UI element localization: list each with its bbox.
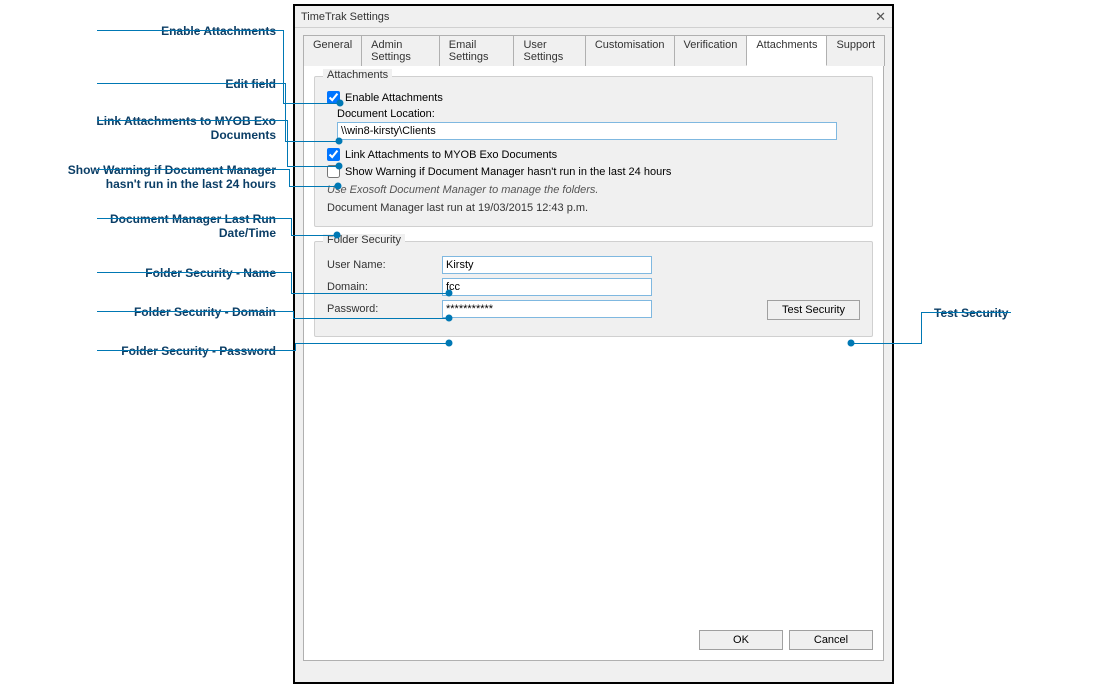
checkbox-link-myob[interactable] <box>327 148 340 161</box>
input-domain[interactable] <box>442 278 652 296</box>
settings-dialog: TimeTrak Settings ✕ General Admin Settin… <box>293 4 894 684</box>
callout-edit-field: Edit field <box>225 77 276 91</box>
button-test-security[interactable]: Test Security <box>767 300 860 320</box>
group-folder-security: Folder Security User Name: Domain: Passw… <box>314 241 873 337</box>
group-attachments: Attachments Enable Attachments Document … <box>314 76 873 227</box>
tab-general[interactable]: General <box>303 35 362 66</box>
input-user-name[interactable] <box>442 256 652 274</box>
label-password: Password: <box>327 303 442 315</box>
callout-link-myob-l1: Link Attachments to MYOB Exo <box>96 114 276 128</box>
titlebar: TimeTrak Settings ✕ <box>295 6 892 28</box>
tab-panel: Attachments Enable Attachments Document … <box>303 66 884 661</box>
callout-show-warning-l1: Show Warning if Document Manager <box>68 163 276 177</box>
callout-fs-name: Folder Security - Name <box>145 266 276 280</box>
callout-last-run-l1: Document Manager Last Run <box>110 212 276 226</box>
label-user-name: User Name: <box>327 259 442 271</box>
dialog-body: General Admin Settings Email Settings Us… <box>295 28 892 661</box>
label-show-warning: Show Warning if Document Manager hasn't … <box>345 166 671 178</box>
window-title: TimeTrak Settings <box>301 6 389 28</box>
tab-verification[interactable]: Verification <box>674 35 748 66</box>
label-link-myob: Link Attachments to MYOB Exo Documents <box>345 149 557 161</box>
tab-support[interactable]: Support <box>826 35 885 66</box>
label-doc-location: Document Location: <box>337 108 860 120</box>
callout-enable-attachments: Enable Attachments <box>161 24 276 38</box>
note-exosoft: Use Exosoft Document Manager to manage t… <box>327 184 860 196</box>
callout-link-myob-l2: Documents <box>211 128 276 142</box>
input-password[interactable] <box>442 300 652 318</box>
callout-show-warning-l2: hasn't run in the last 24 hours <box>106 177 276 191</box>
callout-last-run-l2: Date/Time <box>219 226 276 240</box>
tab-attachments[interactable]: Attachments <box>746 35 827 66</box>
callout-test-security: Test Security <box>934 306 1008 320</box>
group-attachments-legend: Attachments <box>323 69 392 81</box>
tab-user-settings[interactable]: User Settings <box>513 35 585 66</box>
callout-fs-domain: Folder Security - Domain <box>134 305 276 319</box>
label-enable-attachments: Enable Attachments <box>345 92 443 104</box>
dialog-footer: OK Cancel <box>699 630 873 650</box>
tab-row: General Admin Settings Email Settings Us… <box>303 34 884 66</box>
tab-email-settings[interactable]: Email Settings <box>439 35 515 66</box>
callout-fs-password: Folder Security - Password <box>121 344 276 358</box>
button-cancel[interactable]: Cancel <box>789 630 873 650</box>
tab-customisation[interactable]: Customisation <box>585 35 675 66</box>
button-ok[interactable]: OK <box>699 630 783 650</box>
label-last-run: Document Manager last run at 19/03/2015 … <box>327 202 860 214</box>
tab-admin-settings[interactable]: Admin Settings <box>361 35 440 66</box>
input-doc-location[interactable] <box>337 122 837 140</box>
close-icon[interactable]: ✕ <box>875 6 886 28</box>
label-domain: Domain: <box>327 281 442 293</box>
